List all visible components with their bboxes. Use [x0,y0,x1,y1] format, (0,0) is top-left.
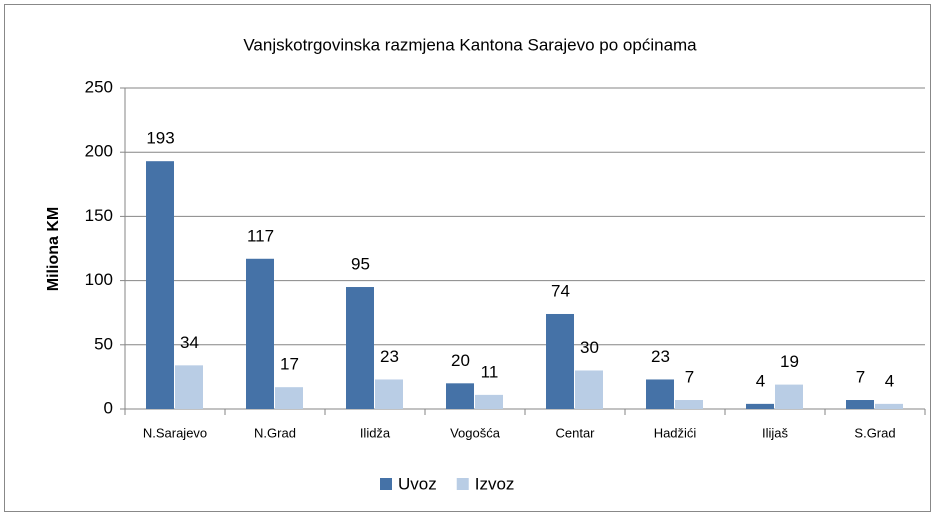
bar [275,387,303,409]
y-tick-label: 0 [104,398,113,417]
legend-swatch [380,478,392,490]
bar [546,313,574,409]
y-tick-label: 200 [85,142,113,161]
y-tick-label: 100 [85,270,113,289]
data-label: 19 [780,352,799,371]
data-label: 23 [651,347,670,366]
bar [346,287,374,409]
bar [846,400,874,409]
chart-title: Vanjskotrgovinska razmjena Kantona Saraj… [243,35,697,54]
y-tick-label: 150 [85,206,113,225]
bar [746,403,774,409]
legend-swatch [456,478,469,490]
bar [375,379,403,409]
data-label: 74 [551,281,570,300]
data-label: 34 [180,333,199,352]
data-label: 30 [580,338,599,357]
bar [446,383,474,409]
data-label: 4 [885,371,894,390]
x-tick-label: S.Grad [854,425,895,440]
y-axis-label: Miliona KM [45,207,62,291]
bar [146,161,174,409]
bar [246,258,274,409]
x-tick-label: Ilidža [360,425,391,440]
data-label: 17 [280,355,299,374]
x-tick-label: Vogošća [450,425,501,440]
x-tick-label: N.Grad [254,425,296,440]
data-label: 193 [146,129,174,148]
bar [875,403,903,409]
bar [775,384,803,409]
legend-label: Izvoz [475,474,515,493]
x-tick-label: Ilijaš [762,425,789,440]
data-label: 117 [247,226,274,245]
bar [646,379,674,409]
x-tick-label: Hadžići [654,425,697,440]
bar [575,370,603,409]
legend-label: Uvoz [398,474,437,493]
data-label: 23 [380,347,399,366]
bar [675,400,703,409]
y-tick-label: 250 [85,77,113,96]
x-tick-label: N.Sarajevo [143,425,207,440]
data-label: 11 [481,362,499,381]
x-tick-label: Centar [555,425,595,440]
data-label: 95 [351,255,370,274]
bar [175,365,203,409]
data-label: 4 [756,371,765,390]
bar [475,394,503,409]
data-label: 20 [451,351,470,370]
y-tick-label: 50 [94,334,113,353]
data-label: 7 [685,367,694,386]
data-label: 7 [856,367,865,386]
